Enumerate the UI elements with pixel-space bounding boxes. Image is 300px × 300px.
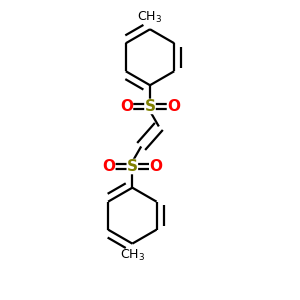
Text: S: S bbox=[145, 99, 155, 114]
Text: O: O bbox=[167, 99, 180, 114]
Text: O: O bbox=[149, 159, 162, 174]
Text: O: O bbox=[120, 99, 133, 114]
Text: CH$_3$: CH$_3$ bbox=[120, 248, 145, 263]
Text: O: O bbox=[102, 159, 115, 174]
Text: S: S bbox=[127, 159, 138, 174]
Text: CH$_3$: CH$_3$ bbox=[137, 10, 163, 25]
